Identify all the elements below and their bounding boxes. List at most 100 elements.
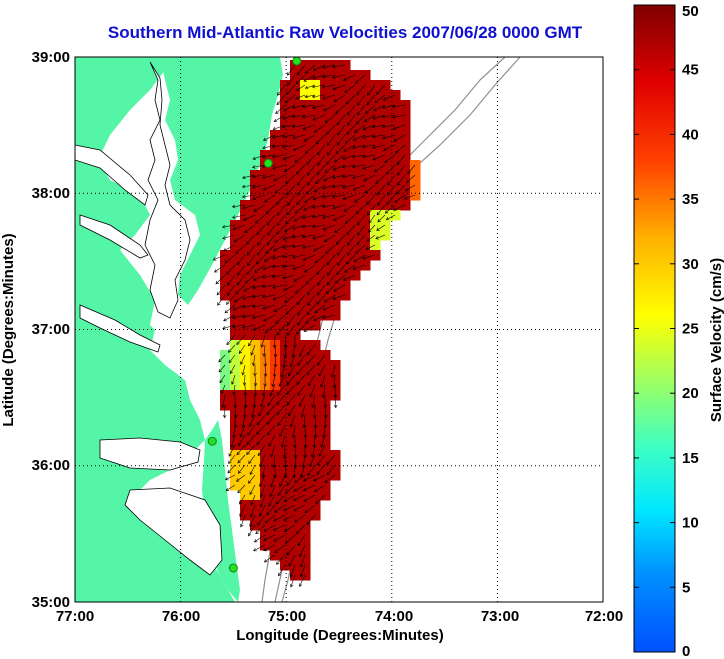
velocity-arrowhead [262,187,267,191]
velocity-arrowhead [297,192,301,196]
velocity-arrowhead [243,288,247,292]
velocity-arrowhead [285,311,290,315]
velocity-arrow [300,554,306,568]
velocity-cell [380,230,391,241]
velocity-cell [350,100,361,111]
velocity-arrow [274,114,286,122]
velocity-arrowhead [259,503,264,508]
velocity-cell [250,470,261,481]
velocity-arrowhead [375,180,379,184]
velocity-arrow [303,494,316,502]
velocity-cell [280,510,291,521]
velocity-cell [280,320,291,331]
velocity-cell [310,490,321,501]
velocity-arrowhead [239,523,244,528]
velocity-arrow [332,74,346,78]
velocity-arrowhead [268,443,272,447]
x-tick-label: 76:00 [162,608,200,625]
velocity-cell [300,210,311,221]
velocity-cell [270,210,281,221]
velocity-arrowhead [298,583,303,587]
velocity-arrow [260,484,266,498]
velocity-arrow [333,284,346,292]
velocity-cell [280,490,291,501]
velocity-cell [270,240,281,251]
velocity-arrowhead [333,394,338,399]
velocity-cell [320,170,331,181]
velocity-cell [300,160,311,171]
velocity-arrow [375,234,386,239]
velocity-arrow [256,424,266,435]
velocity-arrow [278,564,286,576]
velocity-arrow [232,314,246,319]
velocity-cell [340,240,351,251]
velocity-arrowhead [243,392,248,396]
velocity-arrowhead [263,318,267,322]
velocity-cell [270,140,281,151]
velocity-arrow [266,504,276,515]
velocity-cell [230,450,241,461]
velocity-arrow [345,214,356,224]
velocity-arrowhead [241,314,246,319]
velocity-arrow [247,244,256,256]
velocity-arrow [343,274,356,281]
velocity-arrow [297,384,306,396]
velocity-arrow [296,194,306,205]
velocity-arrow [393,204,406,211]
velocity-arrow [242,294,256,300]
velocity-arrow [274,504,286,513]
velocity-cell [360,150,371,161]
velocity-cell [270,530,281,541]
velocity-arrowhead [396,181,401,186]
velocity-cell [230,440,241,451]
velocity-arrow [226,334,236,345]
velocity-arrowhead [299,573,304,578]
velocity-arrow [337,124,346,136]
velocity-arrowhead [278,383,282,387]
velocity-arrowhead [274,239,279,244]
velocity-arrow [303,414,306,428]
velocity-arrowhead [304,269,308,273]
velocity-arrowhead [262,145,266,150]
y-tick-label: 37:00 [32,321,70,338]
velocity-arrow [376,224,386,231]
velocity-cell [320,350,331,361]
velocity-cell [230,340,241,351]
velocity-arrowhead [315,180,319,184]
velocity-cell [280,120,291,131]
velocity-cell [280,380,291,391]
velocity-arrow [272,144,286,148]
velocity-cell [390,170,401,181]
velocity-cell [240,310,251,321]
velocity-cell [260,400,271,411]
velocity-cell [250,520,261,531]
velocity-arrowhead [344,269,348,273]
velocity-cell [270,480,281,491]
velocity-arrow [235,284,246,295]
velocity-arrowhead [303,498,308,502]
velocity-arrowhead [257,452,262,457]
velocity-arrowhead [314,129,318,133]
velocity-cell [230,330,241,341]
velocity-arrowhead [276,331,280,336]
velocity-arrowhead [281,134,286,139]
velocity-arrow [394,194,406,203]
velocity-cell [330,230,341,241]
velocity-arrowhead [326,281,331,286]
velocity-cell [270,260,281,271]
velocity-cell [250,190,261,201]
velocity-arrowhead [289,583,294,588]
velocity-cell [340,270,351,281]
velocity-arrowhead [244,229,248,233]
velocity-arrowhead [397,172,401,176]
velocity-arrow [366,194,376,205]
velocity-arrow [373,154,386,160]
velocity-arrow [279,474,286,487]
velocity-cell [340,260,351,271]
pamlico-sound [124,487,223,576]
velocity-arrow [397,164,406,176]
velocity-arrowhead [356,221,361,226]
velocity-cell [240,470,251,481]
velocity-cell [270,520,281,531]
velocity-arrowhead [218,369,223,373]
